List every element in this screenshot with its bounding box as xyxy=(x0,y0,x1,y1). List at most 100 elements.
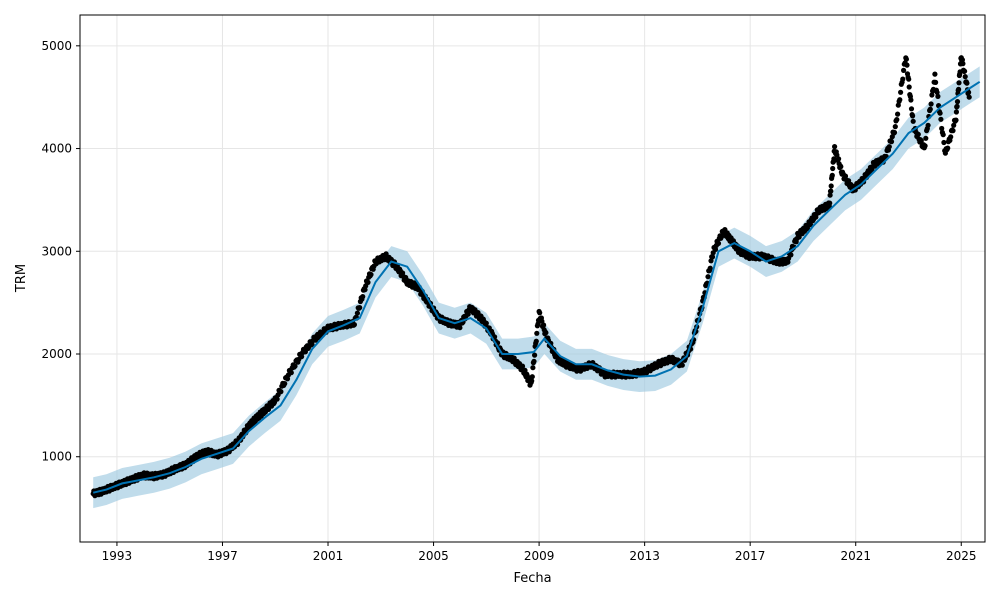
x-tick-label: 1997 xyxy=(207,549,238,563)
observed-point xyxy=(940,132,946,138)
observed-point xyxy=(360,294,366,300)
y-tick-label: 5000 xyxy=(41,39,72,53)
x-tick-label: 1993 xyxy=(102,549,133,563)
observed-point xyxy=(932,71,938,77)
observed-point xyxy=(282,381,288,387)
observed-point xyxy=(886,144,892,150)
observed-point xyxy=(904,62,910,68)
observed-point xyxy=(531,358,537,364)
observed-point xyxy=(906,84,912,90)
observed-point xyxy=(910,113,916,119)
observed-point xyxy=(941,139,947,146)
observed-point xyxy=(954,103,960,109)
observed-point xyxy=(964,80,970,86)
observed-point xyxy=(962,68,968,74)
observed-point xyxy=(906,76,912,82)
y-tick-label: 1000 xyxy=(41,450,72,464)
observed-point xyxy=(457,325,463,331)
observed-point xyxy=(830,165,836,172)
observed-point xyxy=(938,116,944,122)
observed-point xyxy=(288,370,294,376)
observed-point xyxy=(891,129,898,136)
observed-point xyxy=(529,374,535,380)
observed-point xyxy=(274,396,280,402)
observed-point xyxy=(915,131,921,137)
observed-point xyxy=(709,254,716,260)
plot-frame xyxy=(79,14,986,543)
observed-point xyxy=(908,97,914,103)
observed-point xyxy=(365,279,371,285)
observed-point xyxy=(922,143,928,149)
observed-point xyxy=(543,330,549,336)
observed-point xyxy=(828,188,834,194)
x-tick-label: 2017 xyxy=(735,549,766,563)
observed-point xyxy=(465,311,471,317)
observed-point xyxy=(898,89,904,95)
observed-point xyxy=(838,164,844,170)
observed-point xyxy=(541,322,547,328)
observed-point xyxy=(925,122,931,128)
observed-point xyxy=(954,99,961,105)
forecast-line-layer xyxy=(92,80,981,494)
observed-point xyxy=(966,89,972,95)
x-tick-label: 2021 xyxy=(840,549,871,563)
observed-point xyxy=(953,109,960,115)
observed-point xyxy=(966,94,972,100)
observed-point xyxy=(951,122,957,128)
observed-point xyxy=(927,106,933,112)
x-tick-label: 2009 xyxy=(524,549,555,563)
observed-point xyxy=(829,172,835,178)
observed-point xyxy=(351,322,357,328)
observed-point xyxy=(278,389,284,395)
observed-point xyxy=(956,86,962,92)
observed-point xyxy=(299,354,305,360)
y-tick-label: 2000 xyxy=(41,347,72,361)
observed-point xyxy=(928,101,934,107)
observed-point xyxy=(962,74,968,80)
observed-point xyxy=(929,92,935,98)
observed-point xyxy=(836,156,842,162)
observed-point xyxy=(846,178,852,184)
observed-point xyxy=(933,79,939,85)
observed-point xyxy=(533,338,539,344)
observed-point xyxy=(532,352,538,358)
observed-point xyxy=(368,271,374,278)
observed-point xyxy=(892,124,898,130)
observed-point xyxy=(960,61,966,67)
observed-point xyxy=(900,76,906,82)
observed-point xyxy=(956,80,962,86)
observed-point xyxy=(948,134,954,140)
y-axis-label: TRM xyxy=(14,264,29,293)
observed-point xyxy=(807,222,814,228)
observed-point xyxy=(715,240,722,246)
axes-layer: 1993 1997 2001 2005 2009 2013 2017 2021 2025 1000… xyxy=(41,39,976,563)
observed-point xyxy=(827,192,833,198)
observed-point xyxy=(712,246,719,252)
y-tick-label: 3000 xyxy=(41,244,72,258)
observed-point xyxy=(894,117,900,123)
observed-point xyxy=(827,200,833,206)
observed-point xyxy=(292,363,298,369)
observed-point xyxy=(705,274,711,280)
observed-point xyxy=(939,125,945,132)
x-tick-label: 2025 xyxy=(946,549,977,563)
x-tick-label: 2005 xyxy=(418,549,449,563)
y-tick-label: 4000 xyxy=(41,142,72,156)
observed-point xyxy=(937,110,943,116)
forecast-line xyxy=(92,80,981,494)
observed-point xyxy=(534,330,540,336)
observed-point xyxy=(945,145,951,151)
observed-point xyxy=(707,265,713,271)
observed-point xyxy=(679,362,685,368)
observed-point xyxy=(918,138,924,144)
observed-point xyxy=(897,97,903,103)
observed-point xyxy=(895,111,901,117)
x-tick-label: 2001 xyxy=(313,549,344,563)
observed-point xyxy=(888,139,895,145)
observed-point xyxy=(832,144,838,150)
observed-point xyxy=(923,135,929,141)
observed-point xyxy=(901,67,907,73)
observed-point xyxy=(529,378,535,384)
